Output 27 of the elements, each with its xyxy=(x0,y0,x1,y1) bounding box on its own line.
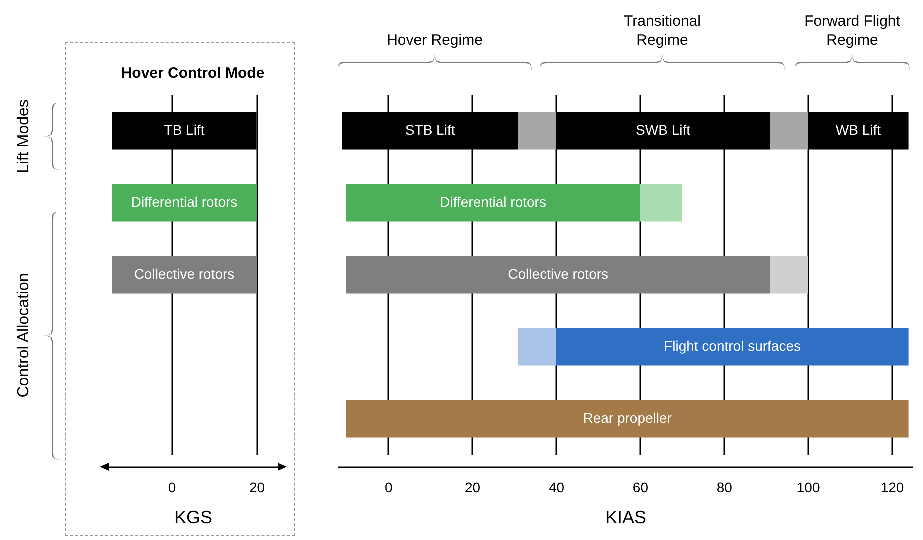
x-tick-label: 120 xyxy=(880,480,904,496)
x-axis-title: KIAS xyxy=(605,508,647,528)
text: Control Allocation xyxy=(14,272,34,400)
text: Lift Modes xyxy=(14,98,34,175)
x-tick-label: 0 xyxy=(168,480,176,496)
x-tick-label: 20 xyxy=(465,480,481,496)
series-label: Rear propeller xyxy=(583,410,672,426)
series-label: Collective rotors xyxy=(508,266,609,282)
series-label: TB Lift xyxy=(164,122,205,138)
series-label: SWB Lift xyxy=(636,122,691,138)
series-label: Collective rotors xyxy=(134,266,235,282)
series-label: Flight control surfaces xyxy=(664,338,801,354)
x-tick-label: 100 xyxy=(796,480,820,496)
x-tick-label: 0 xyxy=(384,480,393,496)
x-tick-label: 40 xyxy=(548,480,565,496)
series-label: WB Lift xyxy=(836,122,882,138)
x-axis-title: KGS xyxy=(174,508,213,528)
text: Hover Regime xyxy=(386,31,484,50)
series-label: Differential rotors xyxy=(440,194,546,210)
x-tick-label: 60 xyxy=(632,480,649,496)
text: Transitional Regime xyxy=(623,12,702,50)
text: Forward Flight Regime xyxy=(804,12,902,50)
x-tick-label: 80 xyxy=(716,480,733,496)
chart-title: Hover Control Mode xyxy=(121,65,265,82)
x-tick-label: 20 xyxy=(249,480,266,496)
series-label: Differential rotors xyxy=(131,194,238,210)
series-label: STB Lift xyxy=(405,122,456,138)
